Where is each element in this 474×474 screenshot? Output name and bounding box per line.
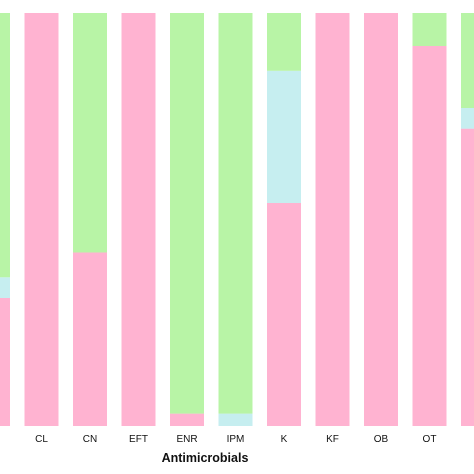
bar-segment-green-K: [267, 13, 301, 71]
bar-segment-pink-KF: [315, 13, 350, 426]
bar-segment-pink-ENR: [170, 413, 204, 426]
bar-segment-pink-CN: [73, 252, 107, 426]
x-axis-title: Antimicrobials: [162, 451, 249, 465]
bars-group: [0, 13, 474, 426]
bar-segment-cyan-first: [0, 277, 10, 298]
x-tick-label: K: [281, 434, 288, 445]
x-tick-label: KF: [326, 434, 339, 445]
bar-segment-pink-S: [461, 128, 474, 426]
x-tick-labels: CLCNEFTENRIPMKKFOBOTS: [35, 434, 437, 445]
bar-segment-pink-EFT: [121, 13, 156, 426]
bar-segment-pink-CL: [24, 13, 59, 426]
bar-segment-cyan-IPM: [218, 413, 253, 426]
bar-segment-green-S: [461, 13, 474, 108]
x-tick-label: CN: [83, 434, 97, 445]
bar-segment-green-first: [0, 13, 10, 278]
x-tick-label: EFT: [129, 434, 148, 445]
bar-segment-green-ENR: [170, 13, 204, 414]
bar-segment-pink-K: [267, 203, 301, 426]
x-tick-label: IPM: [227, 434, 245, 445]
bar-segment-green-OT: [412, 13, 447, 46]
x-tick-label: CL: [35, 434, 48, 445]
x-tick-label: OB: [374, 434, 389, 445]
bar-segment-green-IPM: [218, 13, 253, 414]
bar-segment-pink-first: [0, 298, 10, 426]
bar-segment-pink-OT: [412, 46, 447, 426]
bar-segment-cyan-K: [267, 70, 301, 203]
bar-segment-green-CN: [73, 13, 107, 253]
bar-segment-cyan-S: [461, 108, 474, 129]
x-tick-label: ENR: [176, 434, 197, 445]
x-tick-label: OT: [423, 434, 437, 445]
bar-segment-pink-OB: [364, 13, 398, 426]
